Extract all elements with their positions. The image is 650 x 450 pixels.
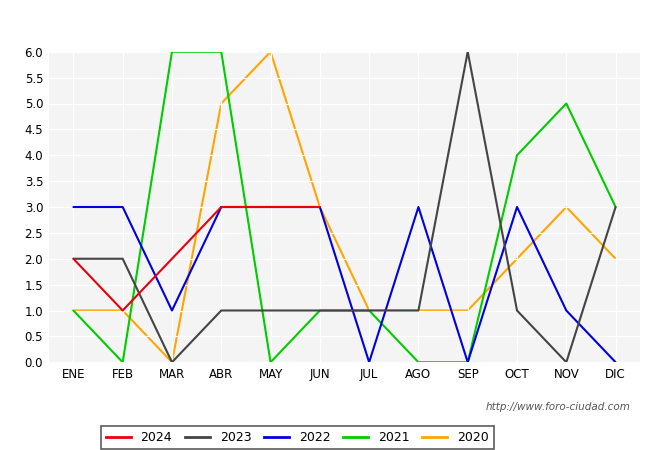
Text: http://www.foro-ciudad.com: http://www.foro-ciudad.com (486, 402, 630, 412)
Legend: 2024, 2023, 2022, 2021, 2020: 2024, 2023, 2022, 2021, 2020 (101, 426, 494, 449)
Text: Matriculaciones de Vehiculos en Híjar: Matriculaciones de Vehiculos en Híjar (156, 14, 494, 33)
